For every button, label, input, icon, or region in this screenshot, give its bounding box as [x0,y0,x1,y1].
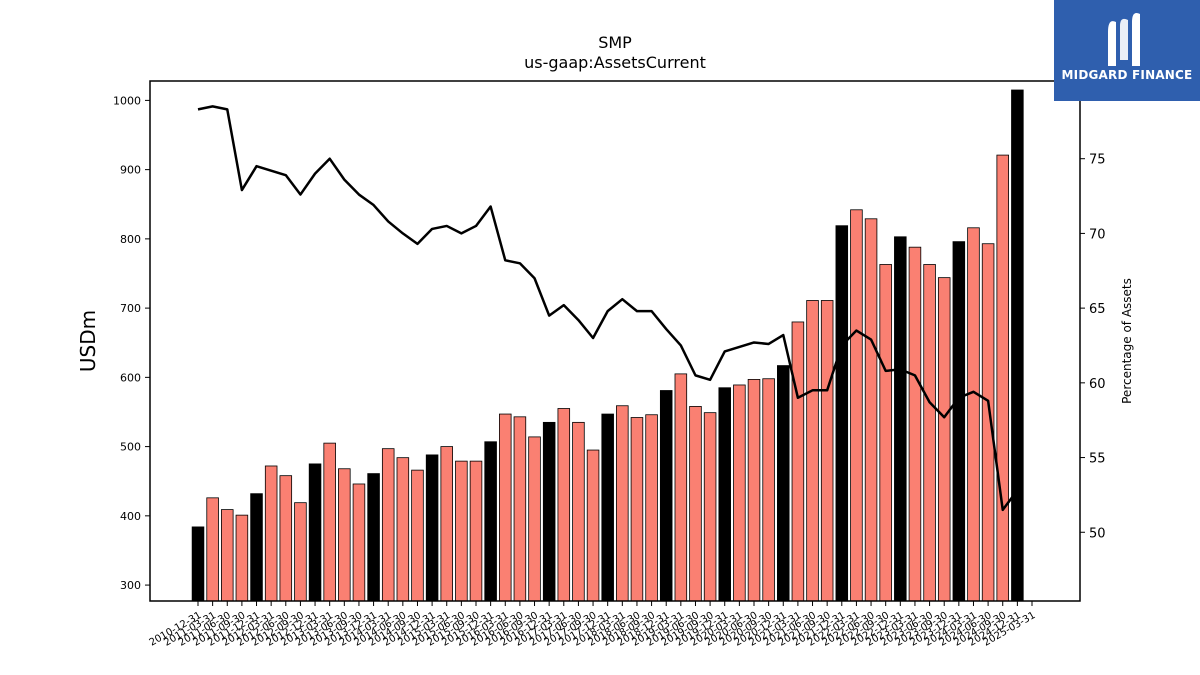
bar [733,384,746,602]
y-tick-label: 300 [120,579,141,592]
bar [294,502,307,602]
bar [279,475,293,602]
bar [235,514,249,602]
bar [879,264,892,602]
bar [308,463,322,602]
y-tick-label: 700 [120,302,141,315]
y2-tick-label: 70 [1089,227,1106,242]
bar [616,405,629,602]
bar [718,387,731,602]
bar [469,460,483,602]
y2-tick-label: 65 [1089,302,1106,317]
bar [206,497,219,602]
bar [791,321,805,602]
y2-axis: 50 55 60 65 70 75 [1080,153,1106,541]
bar [323,442,336,602]
bar [630,417,644,602]
bar [923,264,936,602]
y-tick-label: 900 [120,164,141,177]
bar [777,365,790,602]
bar [996,154,1009,602]
bar [894,236,907,602]
bar [1011,89,1024,602]
bar [864,218,878,602]
bar [250,493,263,602]
bar [264,465,278,602]
bar [835,225,849,602]
line-group [197,105,1019,512]
brand-name: MIDGARD FINANCE [1061,68,1193,82]
bar [850,209,863,602]
y2-tick-label: 55 [1089,452,1106,467]
bar [338,468,351,602]
y2-tick-label: 50 [1089,526,1106,541]
bar [499,413,512,602]
bar [952,241,966,602]
bar [557,408,571,602]
chart-subtitle: us-gaap:AssetsCurrent [524,53,706,72]
bar [528,436,541,602]
bar [484,441,497,602]
bar [674,373,688,602]
bar [703,412,717,602]
y-tick-label: 500 [120,441,141,454]
bar [659,390,673,602]
y-tick-label: 600 [120,371,141,384]
bar [586,449,600,602]
bar [367,473,380,602]
y-tick-label: 800 [120,233,141,246]
bar [762,378,775,602]
bar [221,509,234,602]
bar [191,526,205,602]
y-tick-label: 1000 [113,94,141,107]
y2-tick-label: 75 [1089,153,1106,168]
bar-group [191,89,1024,602]
bar [645,414,658,602]
y2-tick-label: 60 [1089,377,1106,392]
bar [381,448,395,602]
bar [572,421,585,602]
percentage-line [197,105,1019,512]
bar [513,416,527,602]
bar [937,277,951,602]
bar [352,483,366,602]
y-axis-label: USDm [76,310,100,372]
bar [806,300,819,602]
bar [967,227,980,602]
bar [747,379,761,602]
bar [689,406,702,602]
chart-title: SMP [598,33,632,52]
y-tick-label: 400 [120,510,141,523]
brand-logo: MIDGARD FINANCE [1054,0,1200,101]
bar [820,300,834,602]
x-axis: 2010-12-312011-03-312011-06-302011-09-30… [148,601,1038,649]
bar [601,413,614,602]
bar [396,457,410,602]
bar [542,421,556,602]
bar [908,246,922,602]
bar [440,446,453,602]
plot-frame [149,80,1081,602]
bar [425,454,439,602]
y-axis: 300 400 500 600 700 800 900 1000 [113,94,150,592]
logo-mark-icon [1108,13,1140,66]
y2-axis-label: Percentage of Assets [1120,278,1134,404]
bar [411,469,424,602]
bar [455,460,468,602]
